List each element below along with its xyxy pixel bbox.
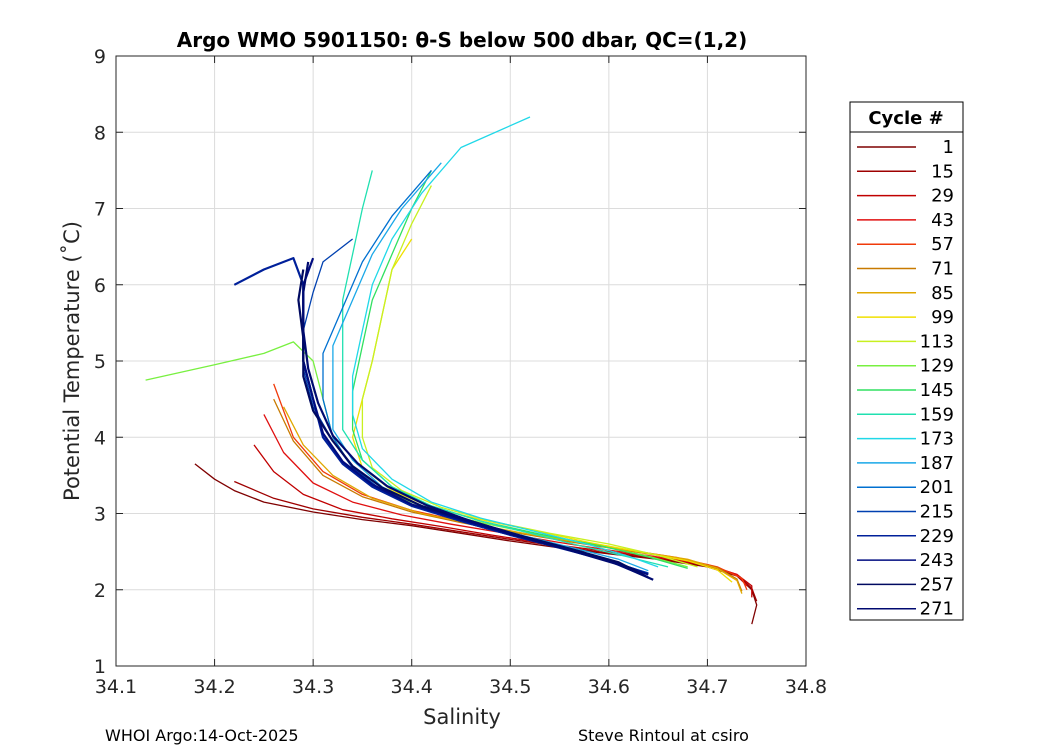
chart-title: Argo WMO 5901150: θ-S below 500 dbar, QC… xyxy=(177,28,747,52)
legend-entry-label: 71 xyxy=(931,259,954,280)
x-axis-label: Salinity xyxy=(423,705,501,729)
x-tick-label: 34.4 xyxy=(391,676,433,698)
series-layer xyxy=(145,116,758,625)
y-tick-label: 7 xyxy=(94,199,106,221)
x-tick-label: 34.1 xyxy=(95,676,137,698)
series-line-cycle-271 xyxy=(302,261,654,581)
x-tick-label: 34.8 xyxy=(785,676,827,698)
y-tick-label: 1 xyxy=(94,656,106,678)
series-line-cycle-187 xyxy=(332,162,649,572)
y-tick-label: 6 xyxy=(94,275,106,297)
x-tick-label: 34.6 xyxy=(588,676,630,698)
legend-entry-label: 201 xyxy=(920,477,954,498)
legend-items: 1 15 29 43 57 71 85 99 113 129 145 159 173 187 201 215 2… xyxy=(857,137,954,620)
legend-entry-label: 271 xyxy=(920,599,954,620)
series-line-cycle-159 xyxy=(342,170,669,568)
y-tick-label: 2 xyxy=(94,580,106,602)
legend-entry-label: 145 xyxy=(920,380,954,401)
legend-entry-label: 1 xyxy=(943,137,954,158)
legend-entry-label: 15 xyxy=(931,161,954,182)
x-tick-label: 34.2 xyxy=(193,676,235,698)
legend-entry-label: 215 xyxy=(920,502,954,523)
legend-entry-label: 57 xyxy=(931,234,954,255)
legend-entry-label: 113 xyxy=(920,331,954,352)
series-line-cycle-113 xyxy=(361,185,698,568)
legend-entry-label: 43 xyxy=(931,210,954,231)
legend-entry-label: 85 xyxy=(931,283,954,304)
footer-right: Steve Rintoul at csiro xyxy=(578,726,749,745)
legend-entry-label: 229 xyxy=(920,526,954,547)
legend-title: Cycle # xyxy=(868,108,943,129)
legend-entry-label: 29 xyxy=(931,186,954,207)
legend: Cycle # 1 15 29 43 57 71 85 99 113 129 145 159 173 18… xyxy=(849,101,964,621)
y-tick-label: 3 xyxy=(94,504,106,526)
x-tick-label: 34.7 xyxy=(686,676,728,698)
legend-entry-label: 159 xyxy=(920,404,954,425)
legend-entry-label: 173 xyxy=(920,429,954,450)
legend-entry-label: 99 xyxy=(931,307,954,328)
legend-entry-label: 187 xyxy=(920,453,954,474)
y-axis-label: Potential Temperature (˚C) xyxy=(60,221,84,501)
legend-box xyxy=(849,101,964,621)
y-tick-label: 5 xyxy=(94,351,106,373)
x-tick-label: 34.5 xyxy=(489,676,531,698)
y-tick-label: 8 xyxy=(94,122,106,144)
y-tick-label: 4 xyxy=(94,427,106,449)
legend-entry-label: 129 xyxy=(920,356,954,377)
footer-left: WHOI Argo:14-Oct-2025 xyxy=(105,726,299,745)
y-tick-label: 9 xyxy=(94,46,106,68)
legend-entry-label: 243 xyxy=(920,550,954,571)
series-line-cycle-257 xyxy=(297,269,649,579)
x-tick-label: 34.3 xyxy=(292,676,334,698)
axis-ticks: 34.1 34.2 34.3 34.4 34.5 34.6 34.7 34.8 1 2 3 4 5 6 7 8… xyxy=(94,46,827,698)
legend-entry-label: 257 xyxy=(920,574,954,595)
series-line-cycle-173 xyxy=(351,116,659,568)
series-line-cycle-85 xyxy=(283,406,743,594)
